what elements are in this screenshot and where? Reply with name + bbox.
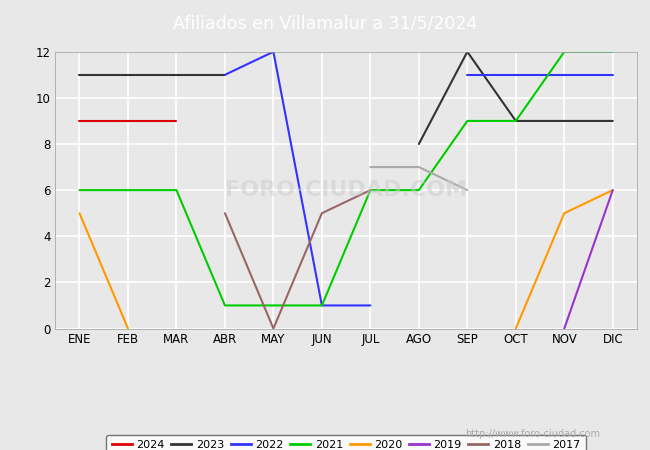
Text: http://www.foro-ciudad.com: http://www.foro-ciudad.com	[465, 429, 601, 439]
Text: FORO-CIUDAD.COM: FORO-CIUDAD.COM	[225, 180, 467, 200]
Legend: 2024, 2023, 2022, 2021, 2020, 2019, 2018, 2017: 2024, 2023, 2022, 2021, 2020, 2019, 2018…	[107, 435, 586, 450]
Text: Afiliados en Villamalur a 31/5/2024: Afiliados en Villamalur a 31/5/2024	[173, 14, 477, 33]
